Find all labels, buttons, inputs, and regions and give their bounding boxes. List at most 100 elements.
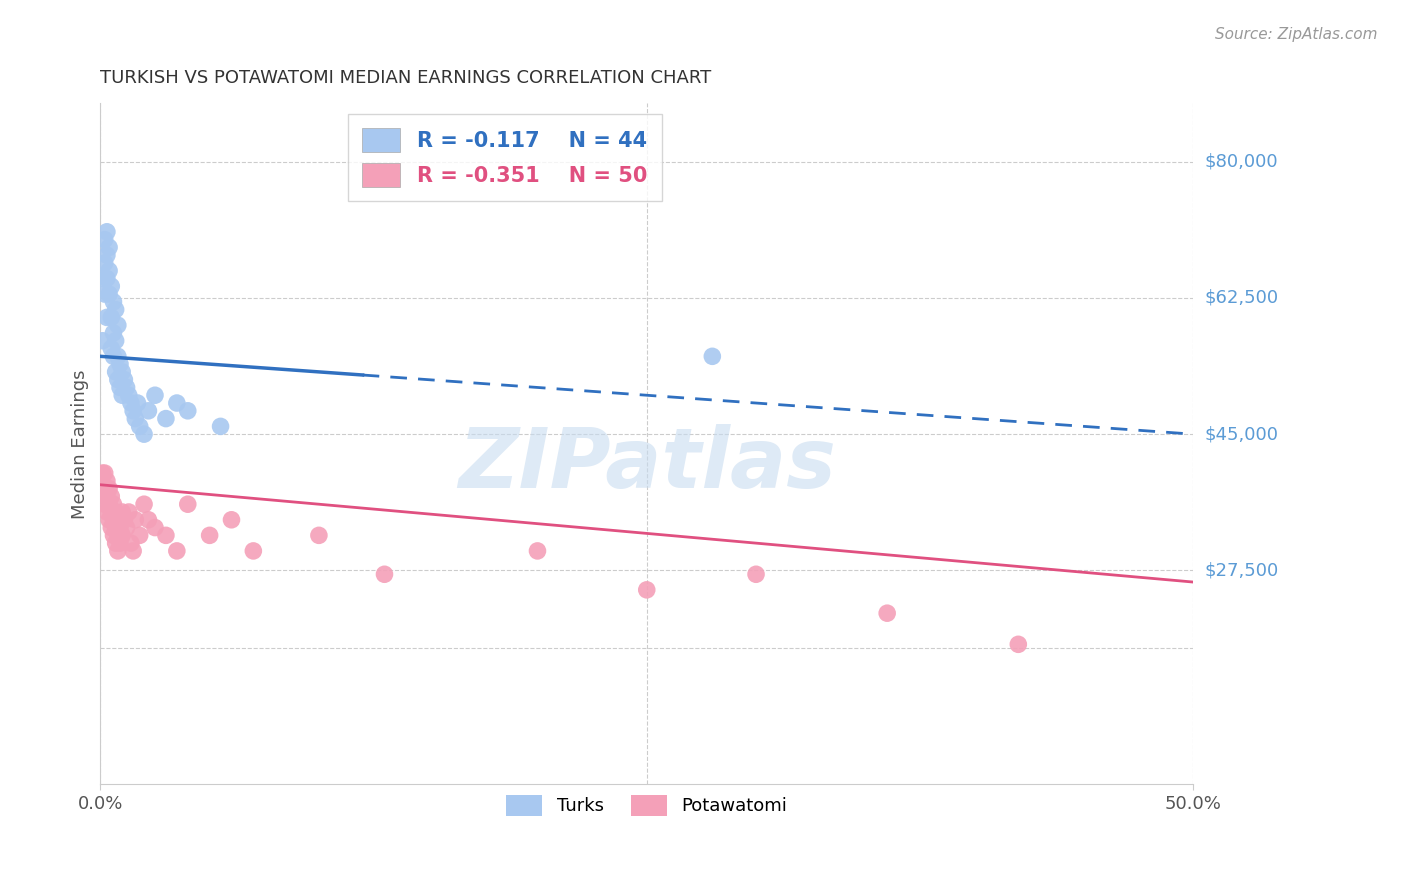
Point bbox=[111, 365, 134, 379]
Point bbox=[373, 567, 395, 582]
Point bbox=[111, 505, 134, 519]
Text: $80,000: $80,000 bbox=[1205, 153, 1278, 170]
Point bbox=[96, 474, 118, 488]
Point bbox=[143, 520, 166, 534]
Point bbox=[100, 490, 122, 504]
Point bbox=[98, 513, 121, 527]
Point bbox=[221, 513, 243, 527]
Point bbox=[96, 310, 118, 325]
Point bbox=[93, 482, 115, 496]
Point bbox=[124, 411, 146, 425]
Point bbox=[138, 513, 160, 527]
Point bbox=[100, 310, 122, 325]
Point bbox=[111, 388, 134, 402]
Point bbox=[103, 528, 125, 542]
Point bbox=[122, 544, 145, 558]
Point bbox=[103, 513, 125, 527]
Point bbox=[132, 497, 155, 511]
Point bbox=[98, 287, 121, 301]
Point bbox=[636, 582, 658, 597]
Text: Source: ZipAtlas.com: Source: ZipAtlas.com bbox=[1215, 27, 1378, 42]
Point bbox=[166, 396, 188, 410]
Point bbox=[104, 505, 127, 519]
Point bbox=[118, 505, 141, 519]
Point bbox=[155, 528, 177, 542]
Point bbox=[96, 505, 118, 519]
Point bbox=[124, 513, 146, 527]
Point bbox=[242, 544, 264, 558]
Point bbox=[127, 396, 149, 410]
Point bbox=[93, 466, 115, 480]
Point bbox=[93, 233, 115, 247]
Point bbox=[745, 567, 768, 582]
Point bbox=[115, 380, 138, 394]
Point bbox=[100, 342, 122, 356]
Point bbox=[107, 318, 129, 333]
Text: TURKISH VS POTAWATOMI MEDIAN EARNINGS CORRELATION CHART: TURKISH VS POTAWATOMI MEDIAN EARNINGS CO… bbox=[100, 69, 711, 87]
Point bbox=[103, 294, 125, 309]
Point bbox=[107, 544, 129, 558]
Point bbox=[128, 528, 150, 542]
Point bbox=[96, 225, 118, 239]
Point bbox=[122, 404, 145, 418]
Point bbox=[308, 528, 330, 542]
Point bbox=[96, 490, 118, 504]
Point bbox=[138, 404, 160, 418]
Point bbox=[120, 396, 142, 410]
Point bbox=[104, 536, 127, 550]
Point bbox=[108, 357, 131, 371]
Point bbox=[91, 482, 114, 496]
Point bbox=[107, 349, 129, 363]
Point bbox=[107, 528, 129, 542]
Point bbox=[98, 497, 121, 511]
Point bbox=[115, 520, 138, 534]
Legend: Turks, Potawatomi: Turks, Potawatomi bbox=[499, 788, 794, 823]
Point bbox=[104, 302, 127, 317]
Point bbox=[120, 536, 142, 550]
Point bbox=[98, 263, 121, 277]
Point bbox=[93, 287, 115, 301]
Point bbox=[702, 349, 724, 363]
Text: $45,000: $45,000 bbox=[1205, 425, 1278, 443]
Point bbox=[112, 373, 135, 387]
Point bbox=[93, 497, 115, 511]
Text: ZIPatlas: ZIPatlas bbox=[458, 424, 835, 505]
Point bbox=[100, 279, 122, 293]
Point bbox=[96, 271, 118, 285]
Point bbox=[108, 536, 131, 550]
Point bbox=[128, 419, 150, 434]
Point bbox=[166, 544, 188, 558]
Point bbox=[1007, 637, 1029, 651]
Point bbox=[155, 411, 177, 425]
Point bbox=[104, 365, 127, 379]
Text: $62,500: $62,500 bbox=[1205, 289, 1278, 307]
Point bbox=[91, 271, 114, 285]
Point bbox=[107, 373, 129, 387]
Point bbox=[118, 388, 141, 402]
Point bbox=[198, 528, 221, 542]
Point bbox=[96, 248, 118, 262]
Point bbox=[98, 240, 121, 254]
Y-axis label: Median Earnings: Median Earnings bbox=[72, 369, 89, 518]
Point bbox=[107, 513, 129, 527]
Point bbox=[209, 419, 232, 434]
Point bbox=[111, 528, 134, 542]
Point bbox=[112, 513, 135, 527]
Point bbox=[103, 497, 125, 511]
Point bbox=[100, 520, 122, 534]
Point bbox=[103, 349, 125, 363]
Point bbox=[104, 520, 127, 534]
Point bbox=[104, 334, 127, 348]
Point bbox=[143, 388, 166, 402]
Point bbox=[100, 505, 122, 519]
Point bbox=[91, 334, 114, 348]
Point bbox=[132, 427, 155, 442]
Point bbox=[108, 520, 131, 534]
Text: $27,500: $27,500 bbox=[1205, 561, 1278, 580]
Point bbox=[526, 544, 548, 558]
Point bbox=[93, 256, 115, 270]
Point bbox=[91, 466, 114, 480]
Point bbox=[177, 497, 200, 511]
Point bbox=[108, 380, 131, 394]
Point bbox=[103, 326, 125, 340]
